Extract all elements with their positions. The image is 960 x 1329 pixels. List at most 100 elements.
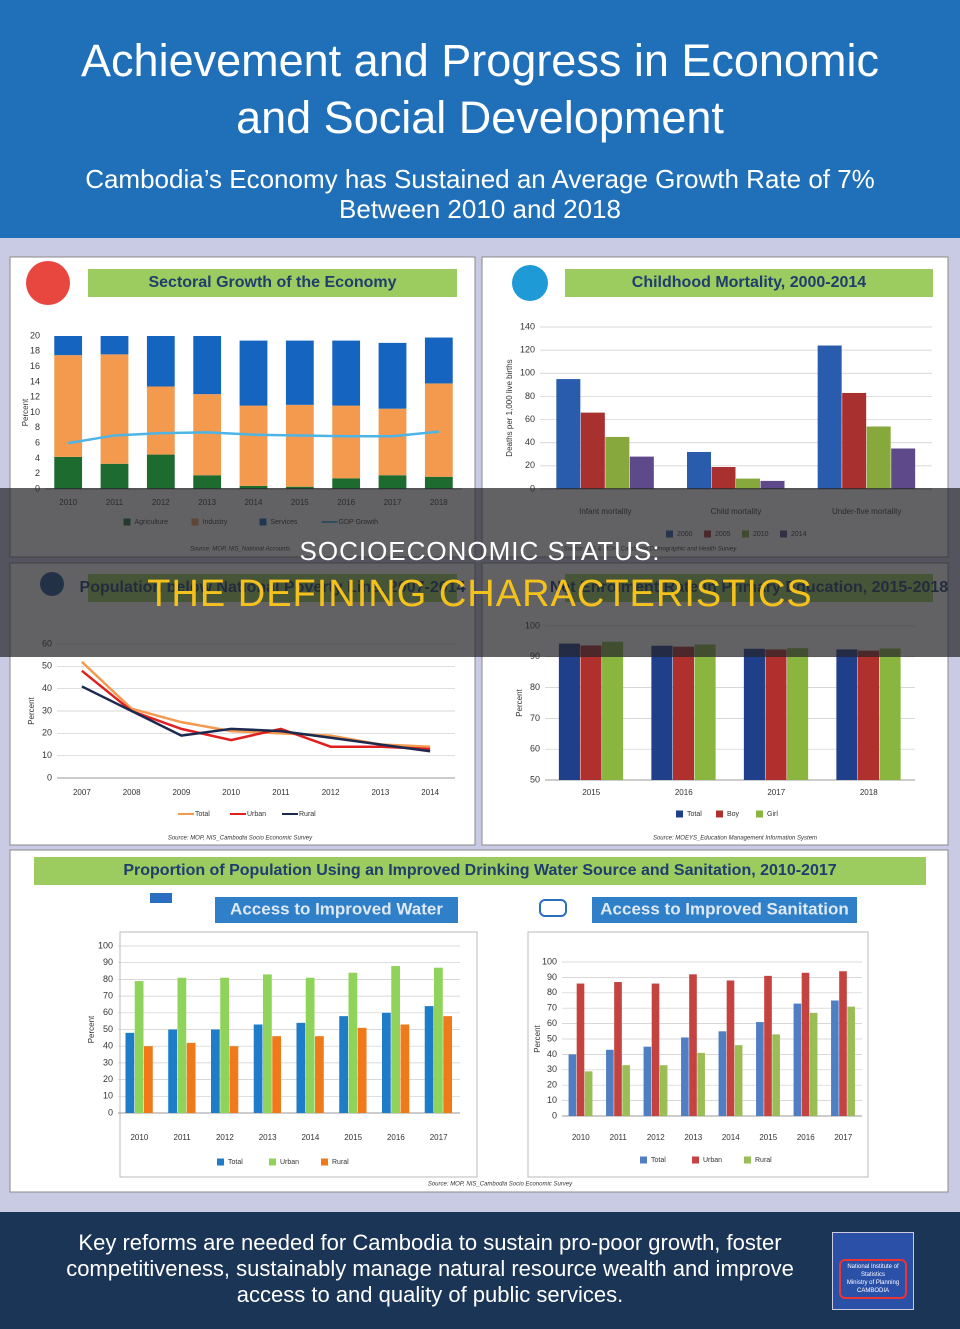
bar — [711, 467, 736, 489]
legend-swatch — [744, 1156, 751, 1164]
bar-segment — [424, 476, 453, 489]
bar-segment — [54, 336, 83, 356]
logo-ring: National Institute of Statistics Ministr… — [839, 1259, 907, 1299]
bar — [144, 1046, 153, 1113]
bar — [689, 974, 697, 1116]
bar-segment — [193, 336, 222, 395]
y-axis-label: Percent — [533, 1024, 542, 1052]
bar — [605, 436, 630, 489]
bar-segment — [239, 405, 268, 486]
y-tick-label: 80 — [547, 987, 557, 997]
bar — [576, 983, 585, 1116]
bar — [296, 1022, 306, 1113]
bar-segment — [100, 354, 129, 464]
x-tick-label: 2010 — [572, 1133, 590, 1142]
legend-swatch — [756, 810, 763, 818]
chart-title: Childhood Mortality, 2000-2014 — [632, 274, 867, 291]
bar — [817, 345, 842, 489]
y-tick-label: 80 — [103, 974, 113, 984]
x-tick-label: 2014 — [301, 1133, 319, 1142]
bar-segment — [424, 337, 453, 384]
y-tick-label: 0 — [47, 772, 52, 782]
y-tick-label: 30 — [42, 705, 52, 715]
bar — [558, 643, 580, 780]
bar — [614, 982, 622, 1116]
y-tick-label: 60 — [103, 1007, 113, 1017]
bar — [134, 981, 144, 1113]
y-tick-label: 50 — [547, 1033, 557, 1043]
legend-swatch — [640, 1156, 647, 1164]
bar — [443, 1016, 453, 1113]
bar-segment — [285, 486, 314, 489]
y-tick-label: 0 — [108, 1107, 113, 1117]
overlay-title: THE DEFINING CHARACTERISTICS — [147, 573, 813, 615]
x-tick-label: 2007 — [73, 788, 91, 797]
bar — [743, 648, 765, 780]
bar — [339, 1016, 348, 1113]
y-axis-label: Percent — [87, 1015, 96, 1043]
bar — [726, 980, 735, 1116]
bar — [125, 1032, 135, 1113]
bar — [831, 1000, 839, 1116]
legend-label: Urban — [247, 811, 266, 818]
legend-label: Total — [651, 1157, 666, 1164]
bar — [836, 649, 858, 780]
header: Achievement and Progress in Economic and… — [0, 0, 960, 238]
y-tick-label: 4 — [35, 453, 40, 463]
x-tick-label: 2014 — [722, 1133, 740, 1142]
bar — [765, 649, 787, 780]
footer-text: Key reforms are needed for Cambodia to s… — [66, 1230, 794, 1307]
x-tick-label: 2017 — [767, 788, 785, 797]
page-subtitle: Cambodia’s Economy has Sustained an Aver… — [85, 164, 875, 224]
bar — [764, 975, 772, 1116]
bar — [718, 1031, 727, 1116]
legend-label: Urban — [280, 1159, 299, 1166]
bar-segment — [193, 394, 222, 476]
bar — [622, 1065, 630, 1116]
x-tick-label: 2013 — [684, 1133, 702, 1142]
y-tick-label: 30 — [547, 1064, 557, 1074]
bar — [424, 1006, 434, 1113]
bar — [602, 641, 624, 780]
page-title: Achievement and Progress in Economic and… — [81, 35, 879, 143]
x-tick-label: 2015 — [344, 1133, 362, 1142]
y-axis-label: Deaths per 1,000 live births — [505, 359, 514, 456]
legend-swatch — [321, 1158, 328, 1166]
y-tick-label: 100 — [542, 956, 557, 966]
x-tick-label: 2012 — [322, 788, 340, 797]
logo-text: Ministry of Planning — [846, 1280, 900, 1286]
bar — [787, 648, 809, 780]
legend-label: Boy — [727, 811, 740, 818]
bar — [756, 1022, 764, 1116]
bar — [659, 1065, 668, 1116]
bar — [681, 1037, 689, 1116]
bar-segment — [378, 475, 407, 489]
bar-segment — [54, 355, 83, 457]
bar — [694, 644, 716, 780]
bar — [357, 1027, 367, 1113]
bar — [433, 967, 443, 1113]
y-tick-label: 40 — [547, 1049, 557, 1059]
y-tick-label: 20 — [42, 728, 52, 738]
bar — [801, 972, 810, 1116]
legend-label: Total — [687, 811, 702, 818]
bar — [734, 1045, 743, 1116]
logo-text: CAMBODIA — [856, 1288, 889, 1294]
y-tick-label: 100 — [98, 940, 113, 950]
logo: National Institute of Statistics Ministr… — [832, 1232, 914, 1310]
y-tick-label: 100 — [520, 368, 535, 378]
overlay-banner: SOCIOECONOMIC STATUS: THE DEFINING CHARA… — [0, 488, 960, 657]
y-tick-label: 50 — [530, 774, 540, 784]
x-tick-label: 2013 — [259, 1133, 277, 1142]
bar-segment — [146, 386, 175, 455]
bar — [857, 650, 880, 780]
y-tick-label: 80 — [525, 391, 535, 401]
bar — [842, 392, 867, 489]
x-tick-label: 2017 — [834, 1133, 852, 1142]
bar — [186, 1042, 196, 1113]
y-tick-label: 14 — [30, 376, 40, 386]
title-bar — [592, 897, 857, 923]
bar — [253, 1024, 263, 1113]
bar — [891, 448, 916, 489]
